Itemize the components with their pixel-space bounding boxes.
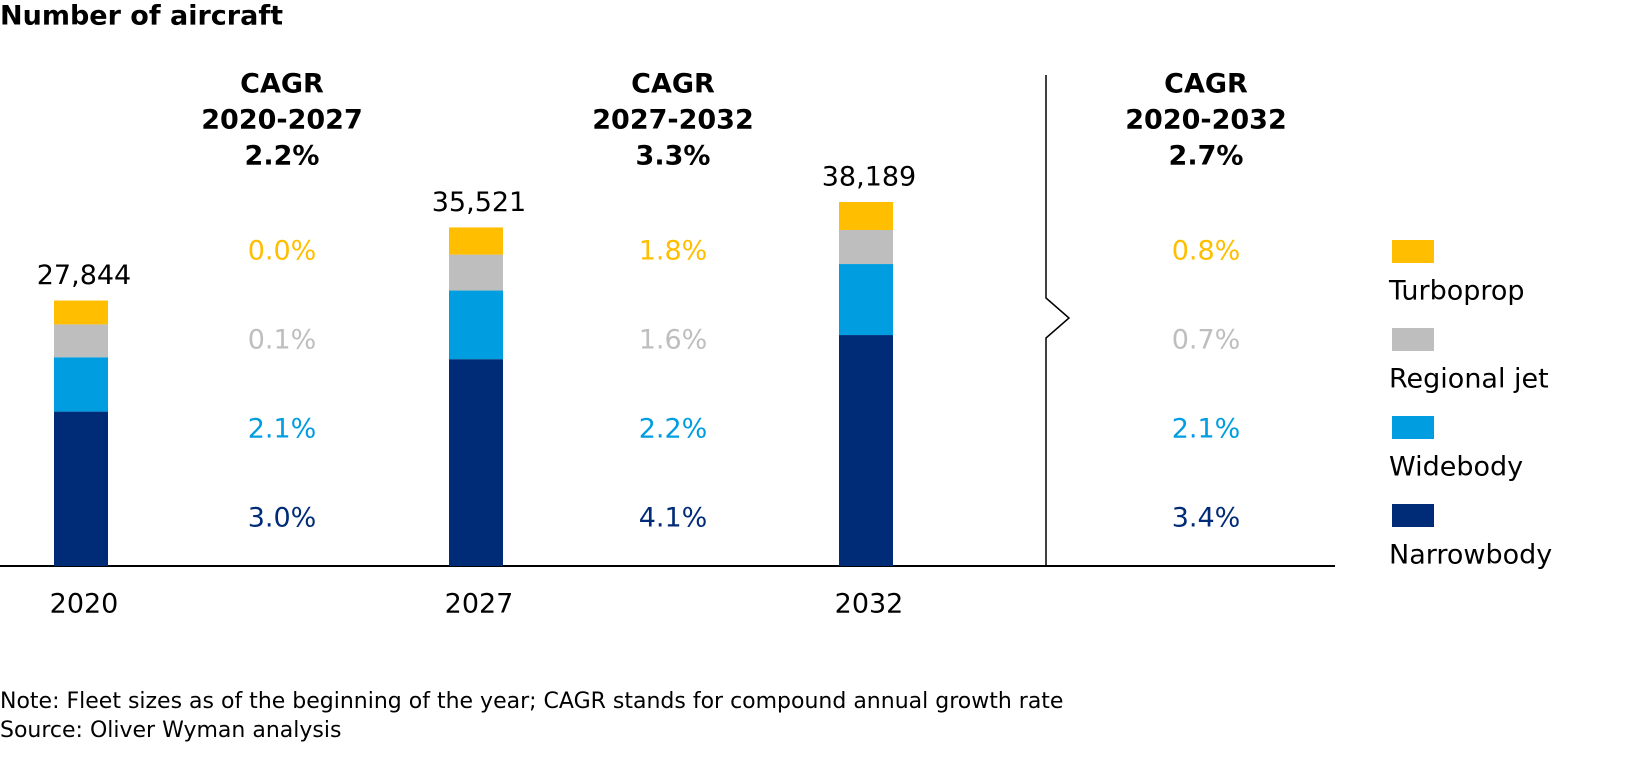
cagr-value: 1.8% (639, 236, 708, 267)
cagr-value: 0.1% (248, 325, 317, 356)
cagr-value: 2.1% (248, 414, 317, 445)
source: Source: Oliver Wyman analysis (0, 718, 341, 743)
bar-segment (54, 324, 108, 358)
cagr-period: 2020-2032 (1125, 105, 1287, 136)
legend-swatch (1392, 328, 1434, 351)
cagr-value: 3.0% (248, 503, 317, 534)
cagr-value: 0.7% (1172, 325, 1241, 356)
cagr-title: CAGR (240, 69, 324, 100)
bar-segment (839, 335, 893, 566)
legend-label: Widebody (1389, 452, 1523, 483)
total-label: 27,844 (37, 260, 131, 291)
chart-title: Number of aircraft (0, 1, 283, 32)
divider (1045, 75, 1071, 566)
bar-segment (449, 227, 503, 255)
bar-segment (839, 264, 893, 336)
bar-segment (54, 357, 108, 412)
cagr-title: CAGR (631, 69, 715, 100)
cagr-value: 0.8% (1172, 236, 1241, 267)
cagr-value: 4.1% (639, 503, 708, 534)
x-tick-label: 2032 (835, 589, 904, 620)
legend-swatch (1392, 504, 1434, 527)
cagr-value: 1.6% (639, 325, 708, 356)
bar-segment (54, 411, 108, 566)
cagr-period: 2027-2032 (592, 105, 754, 136)
cagr-value: 2.2% (639, 414, 708, 445)
cagr-value: 0.0% (248, 236, 317, 267)
bar-segment (449, 254, 503, 291)
legend-swatch (1392, 416, 1434, 439)
cagr-total: 2.7% (1169, 141, 1244, 172)
legend-label: Regional jet (1389, 364, 1549, 395)
x-tick-label: 2020 (50, 589, 119, 620)
cagr-value: 3.4% (1172, 503, 1241, 534)
bar-segment (54, 300, 108, 325)
cagr-title: CAGR (1164, 69, 1248, 100)
legend-label: Turboprop (1388, 276, 1525, 307)
x-tick-label: 2027 (445, 589, 514, 620)
cagr-value: 2.1% (1172, 414, 1241, 445)
note: Note: Fleet sizes as of the beginning of… (0, 689, 1063, 714)
bar-segment (449, 290, 503, 360)
cagr-period: 2020-2027 (201, 105, 363, 136)
legend-swatch (1392, 240, 1434, 263)
legend-label: Narrowbody (1389, 540, 1552, 571)
bar-segment (839, 230, 893, 265)
cagr-total: 2.2% (245, 141, 320, 172)
total-label: 35,521 (432, 187, 526, 218)
total-label: 38,189 (822, 162, 916, 193)
bar-segment (839, 201, 893, 231)
cagr-total: 3.3% (636, 141, 711, 172)
bar-segment (449, 359, 503, 566)
